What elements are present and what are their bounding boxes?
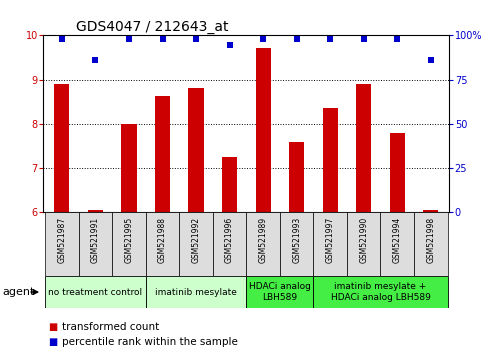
Text: no treatment control: no treatment control [48,287,142,297]
Point [192,36,200,42]
Text: GSM521995: GSM521995 [125,217,133,263]
Point [58,36,66,42]
Text: GSM521987: GSM521987 [57,217,66,263]
Text: percentile rank within the sample: percentile rank within the sample [62,337,238,347]
Bar [356,84,371,212]
Text: GSM521993: GSM521993 [292,217,301,263]
Text: GSM521992: GSM521992 [192,217,200,263]
Bar [222,157,237,212]
Bar [313,212,347,276]
Point [226,42,233,48]
Bar [423,210,438,212]
Bar [323,108,338,212]
Text: GSM521991: GSM521991 [91,217,100,263]
Text: HDACi analog
LBH589: HDACi analog LBH589 [249,282,311,302]
Point [360,36,368,42]
Text: GSM521997: GSM521997 [326,217,335,263]
Bar [45,276,146,308]
Bar [45,212,79,276]
Text: imatinib mesylate: imatinib mesylate [155,287,237,297]
Bar [381,212,414,276]
Bar [112,212,146,276]
Point [393,36,401,42]
Bar [390,133,405,212]
Bar [280,212,313,276]
Bar [289,142,304,212]
Bar [188,88,203,212]
Bar [246,276,313,308]
Point [327,36,334,42]
Point [92,57,99,63]
Bar [347,212,381,276]
Bar [414,212,448,276]
Point [125,36,133,42]
Text: transformed count: transformed count [62,322,159,332]
Text: GSM521989: GSM521989 [258,217,268,263]
Text: GSM521988: GSM521988 [158,217,167,263]
Bar [246,212,280,276]
Point [293,36,300,42]
Bar [179,212,213,276]
Bar [121,124,137,212]
Text: GSM521990: GSM521990 [359,217,368,263]
Bar [313,276,448,308]
Point [259,36,267,42]
Bar [155,97,170,212]
Bar [79,212,112,276]
Text: ■: ■ [48,322,57,332]
Text: GSM521998: GSM521998 [426,217,435,263]
Text: imatinib mesylate +
HDACi analog LBH589: imatinib mesylate + HDACi analog LBH589 [330,282,430,302]
Text: GSM521994: GSM521994 [393,217,402,263]
Text: GSM521996: GSM521996 [225,217,234,263]
Point [427,57,435,63]
Text: GDS4047 / 212643_at: GDS4047 / 212643_at [76,21,228,34]
Bar [88,210,103,212]
Text: ■: ■ [48,337,57,347]
Bar [146,212,179,276]
Bar [55,84,70,212]
Bar [146,276,246,308]
Text: agent: agent [2,287,35,297]
Point [158,36,166,42]
Bar [256,48,270,212]
Bar [213,212,246,276]
